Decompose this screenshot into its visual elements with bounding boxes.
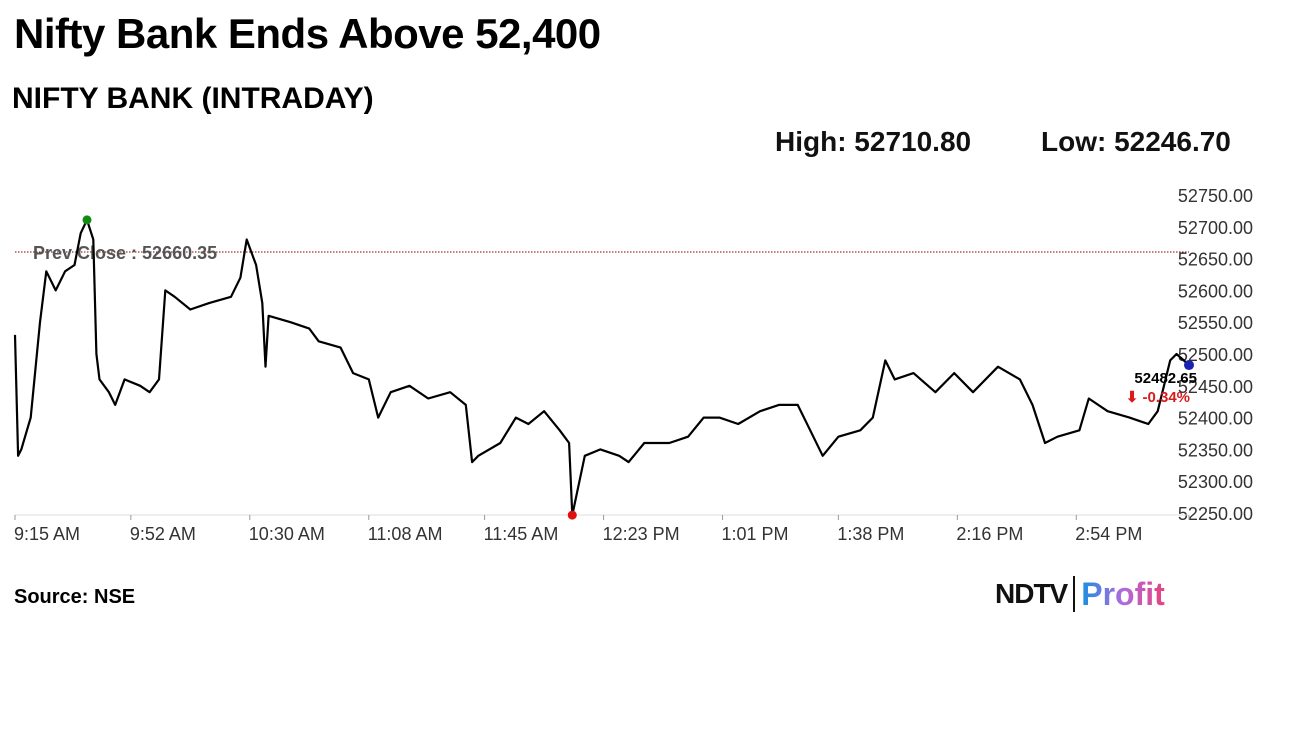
- x-tick-label: 9:52 AM: [130, 524, 196, 544]
- y-tick-label: 52400.00: [1178, 409, 1253, 429]
- y-tick-label: 52650.00: [1178, 250, 1253, 270]
- low-label: Low: 52246.70: [1041, 126, 1231, 157]
- y-tick-label: 52750.00: [1178, 186, 1253, 206]
- ndtv-profit-logo: NDTV Profit: [995, 575, 1165, 612]
- x-tick-label: 1:38 PM: [837, 524, 904, 544]
- page-title: Nifty Bank Ends Above 52,400: [14, 10, 601, 57]
- prev-close-label: Prev Close : 52660.35: [33, 243, 217, 263]
- x-tick-label: 2:54 PM: [1075, 524, 1142, 544]
- high-marker: [82, 215, 92, 225]
- high-label: High: 52710.80: [775, 126, 972, 157]
- x-tick-label: 12:23 PM: [603, 524, 680, 544]
- y-tick-label: 52450.00: [1178, 377, 1253, 397]
- chart-subtitle: NIFTY BANK (INTRADAY): [12, 82, 374, 115]
- y-tick-label: 52250.00: [1178, 504, 1253, 524]
- last-price-label: 52482.65: [1134, 370, 1197, 387]
- x-axis: 9:15 AM 9:52 AM 10:30 AM 11:08 AM 11:45 AM 12…: [14, 514, 1190, 544]
- y-tick-label: 52550.00: [1178, 313, 1253, 333]
- x-tick-label: 11:45 AM: [484, 524, 559, 544]
- x-tick-label: 2:16 PM: [956, 524, 1023, 544]
- change-percent-label: ⬇ -0.34%: [1126, 389, 1190, 406]
- intraday-chart: 52250.00 52300.00 52350.00 52400.00 52450.00…: [13, 186, 1253, 544]
- x-tick-label: 1:01 PM: [722, 524, 789, 544]
- y-tick-label: 52350.00: [1178, 440, 1253, 460]
- x-tick-label: 9:15 AM: [14, 524, 80, 544]
- y-tick-label: 52300.00: [1178, 472, 1253, 492]
- price-line: [13, 218, 1190, 517]
- x-tick-label: 10:30 AM: [249, 524, 325, 544]
- y-tick-label: 52700.00: [1178, 218, 1253, 238]
- y-tick-label: 52600.00: [1178, 281, 1253, 301]
- last-price-marker: [1184, 360, 1194, 371]
- source-label: Source: NSE: [14, 586, 136, 608]
- y-axis: 52250.00 52300.00 52350.00 52400.00 52450.00…: [1178, 186, 1253, 524]
- low-marker: [567, 510, 577, 520]
- x-tick-label: 11:08 AM: [368, 524, 443, 544]
- y-tick-label: 52500.00: [1178, 345, 1253, 365]
